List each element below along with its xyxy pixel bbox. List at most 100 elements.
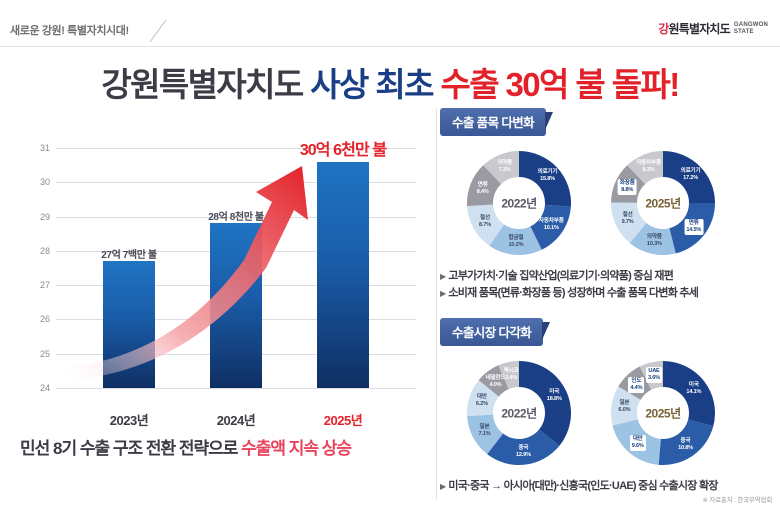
bullet-text: 고부가가치·기술 집약산업(의료기기·의약품) 중심 재편: [448, 270, 674, 282]
donut-slice: [487, 429, 560, 466]
logo-korean-rest: 원특별자치도: [668, 22, 730, 36]
donut-slice-label: 합금철 10.2%: [508, 234, 524, 248]
donut-slice-label: 일본 6.0%: [618, 400, 631, 414]
donut-slice-label: 자동차부품 10.1%: [538, 217, 564, 231]
donut-slice: [467, 414, 504, 455]
donut-slice: [530, 204, 571, 250]
donut-slice: [629, 222, 676, 255]
donut-slice: [611, 202, 647, 243]
title-part-region: 강원특별자치도: [101, 66, 304, 103]
caption-text: 민선 8기 수출 구조 전환 전략으로: [20, 439, 238, 458]
vertical-divider: [436, 108, 437, 500]
donut-slice: [658, 419, 714, 466]
donut-markets-2025: 2025년 미국 14.1% 중국 10.8% 대만 9.6% 일본 6.0% 인도 4.4% UAE…: [598, 354, 728, 472]
donut-slice-label: 의료기기 15.8%: [537, 169, 558, 183]
donut-markets-2022: 2022년 미국 18.8% 중국 12.9% 일본 7.1% 대만 6.2% 네덜란드 4.0% 멕…: [454, 354, 584, 472]
donut-center-label: 2025년: [645, 406, 681, 421]
donut-slice: [519, 151, 571, 207]
donut-slice-label: 의료기기 17.2%: [680, 168, 701, 182]
bar-value-label: 30억 6천만 불: [299, 141, 387, 159]
donut-slice-label: 화장품 8.8%: [617, 179, 637, 196]
x-axis-tick: 2023년: [109, 413, 149, 428]
bottom-caption: 민선 8기 수출 구조 전환 전략으로 수출액 지속 상승: [20, 434, 440, 459]
slash-decoration: [149, 19, 167, 43]
logo-korean: 강원특별자치도: [658, 20, 731, 37]
donut-slice-label: 네덜란드 4.0%: [485, 375, 506, 388]
y-axis-tick: 25: [39, 348, 50, 359]
donut-slice: [627, 151, 663, 185]
donut-slice-label: 미국 14.1%: [686, 382, 702, 396]
donut-slice-label: 대만 9.6%: [629, 434, 646, 451]
right-panels: 수출 품목 다변화 2022년 의료기기 15.8% 자동차부품 10.1% 합금철 10.…: [440, 108, 776, 504]
x-axis-tick: 2024년: [216, 413, 256, 428]
bullet-text: 미국·중국 → 아시아(대만)·신흥국(인도·UAE) 중심 수출시장 확장: [448, 480, 718, 493]
chart-gridline: [56, 388, 416, 389]
chart-plot-area: 24 25 26 27 28 29 30 31 27억 7백만 불 2023년 28억 8천만 불 2…: [40, 142, 416, 428]
section-badge-markets: 수출시장 다각화: [440, 318, 551, 347]
donut-slice: [663, 151, 715, 203]
caption-highlight: 수출액 지속 상승: [241, 439, 352, 458]
y-axis-tick: 27: [39, 280, 50, 291]
donut-slice-label: 자동차부품 8.3%: [636, 159, 661, 173]
donut-slice-label: 미국 18.8%: [546, 389, 562, 403]
bullet-text: 소비재 품목(면류·화장품 등) 성장하며 수출 품목 다변화 추세: [448, 287, 699, 300]
donut-slice-label: 의약품 10.3%: [646, 234, 662, 248]
market-bullets: ▶ 미국·중국 → 아시아(대만)·신흥국(인도·UAE) 중심 수출시장 확장: [440, 478, 776, 495]
donut-products-2022: 2022년 의료기기 15.8% 자동차부품 10.1% 합금철 10.2% 철선 8.7% 면류…: [454, 144, 584, 262]
donut-slice: [519, 361, 571, 446]
export-trend-chart: 24 25 26 27 28 29 30 31 27억 7백만 불 2023년 28억 8천만 불 2…: [14, 132, 428, 428]
y-axis-tick: 31: [39, 143, 50, 153]
list-item: ▶ 고부가가치·기술 집약산업(의료기기·의약품) 중심 재편: [440, 268, 776, 285]
donut-slice-label: 중국 10.8%: [678, 437, 693, 451]
list-item: ▶ 소비재 품목(면류·화장품 등) 성장하며 수출 품목 다변화 추세: [440, 285, 776, 302]
logo-english: GANGWON STATE: [734, 22, 768, 36]
donut-svg: [467, 151, 571, 255]
donut-slice-label: 면류 14.5%: [684, 218, 704, 235]
donut-center-label: 2025년: [645, 196, 681, 211]
donut-slice: [663, 361, 715, 427]
bar-value-label: 27억 7백만 불: [101, 250, 157, 262]
donut-slice-label: 면류 8.4%: [476, 181, 489, 195]
chart-bar: [210, 223, 262, 388]
chart-gridline: [56, 148, 416, 149]
donut-slice: [489, 224, 542, 255]
donut-slice-label: 인도 4.4%: [628, 376, 645, 393]
donut-slice: [498, 361, 519, 390]
donut-slice: [467, 165, 502, 207]
donut-slice-label: UAE 3.6%: [646, 367, 662, 384]
bullet-marker-icon: ▶: [440, 482, 446, 492]
donut-center-label: 2022년: [501, 196, 537, 211]
logo-accent-char: 강: [658, 22, 669, 36]
donut-slice-label: 의약품 7.3%: [497, 159, 512, 173]
y-axis-tick: 24: [39, 383, 50, 393]
tagline: 새로운 강원! 특별자치시대!: [10, 25, 129, 37]
logo-english-line2: STATE: [733, 28, 754, 35]
section-badge-products: 수출 품목 다변화: [440, 108, 554, 136]
title-part-first: 사상 최초: [310, 66, 434, 103]
y-axis-tick: 28: [39, 245, 50, 256]
donut-slice-label: 대만 6.2%: [475, 394, 488, 408]
donut-products-2025: 2025년 의료기기 17.2% 면류 14.5% 의약품 10.3% 철선 9.7% 화장품 8.…: [598, 144, 728, 262]
donut-center-label: 2022년: [501, 406, 537, 421]
donut-slice-label: 중국 12.9%: [515, 444, 531, 458]
bullet-marker-icon: ▶: [440, 272, 446, 281]
source-note: ※ 자료출처 : 한국무역협회: [702, 497, 773, 504]
list-item: ▶ 미국·중국 → 아시아(대만)·신흥국(인도·UAE) 중심 수출시장 확장: [440, 478, 776, 495]
chart-bar: [103, 261, 155, 388]
y-axis-tick: 26: [39, 314, 50, 325]
donut-slice: [467, 204, 505, 246]
x-axis-tick: 2025년: [323, 413, 363, 428]
y-axis-tick: 29: [39, 211, 50, 222]
logo-english-line1: GANGWON: [733, 21, 768, 28]
donut-svg: [467, 361, 571, 466]
donut-slice: [478, 365, 509, 397]
donut-slice: [467, 380, 499, 417]
donut-slice-label: 철선 9.7%: [621, 212, 634, 226]
donut-slice-label: 멕시코 3.4%: [503, 367, 519, 381]
header-divider: [0, 46, 780, 47]
bar-value-label: 28억 8천만 불: [208, 212, 264, 224]
title-part-milestone: 수출 30억 불 돌파!: [440, 66, 680, 103]
product-donut-row: 2022년 의료기기 15.8% 자동차부품 10.1% 합금철 10.2% 철선 8.7% 면류…: [440, 144, 776, 262]
y-axis-tick: 30: [39, 177, 50, 188]
